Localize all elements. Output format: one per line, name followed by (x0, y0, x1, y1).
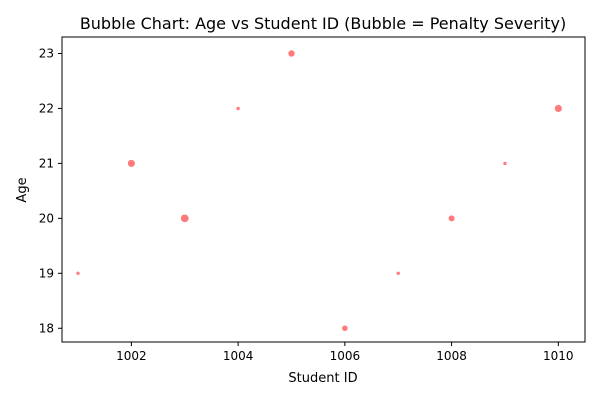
x-tick-label: 1002 (116, 349, 147, 363)
bubble-point (127, 159, 136, 168)
x-axis-ticks: 1002 1004 1006 1008 1010 (116, 342, 574, 363)
x-tick-label: 1008 (436, 349, 467, 363)
x-tick-label: 1010 (543, 349, 574, 363)
y-tick-label: 18 (39, 321, 54, 335)
bubble-point (235, 106, 241, 111)
bubble-point (341, 324, 349, 332)
y-axis-label: Age (15, 177, 30, 202)
x-tick-label: 1006 (330, 349, 361, 363)
plot-area: 1002 1004 1006 1008 1010 18 19 20 21 22 23 (39, 36, 586, 363)
y-tick-label: 19 (39, 266, 54, 280)
bubble-point (502, 161, 508, 166)
y-tick-label: 23 (39, 46, 54, 60)
y-tick-label: 20 (39, 211, 54, 225)
y-tick-label: 22 (39, 101, 54, 115)
x-axis-label: Student ID (288, 371, 357, 386)
bubble-point (554, 104, 563, 113)
bubble-point (447, 214, 456, 222)
chart-title: Bubble Chart: Age vs Student ID (Bubble … (80, 14, 566, 33)
bubble-point (75, 271, 81, 276)
plot-frame (61, 36, 586, 343)
bubble-point (287, 49, 296, 58)
bubble-point (395, 271, 401, 276)
bubble-point (180, 213, 190, 223)
x-tick-label: 1004 (223, 349, 254, 363)
y-tick-label: 21 (39, 156, 54, 170)
bubbles (75, 49, 563, 332)
y-axis-ticks: 18 19 20 21 22 23 (39, 46, 62, 335)
